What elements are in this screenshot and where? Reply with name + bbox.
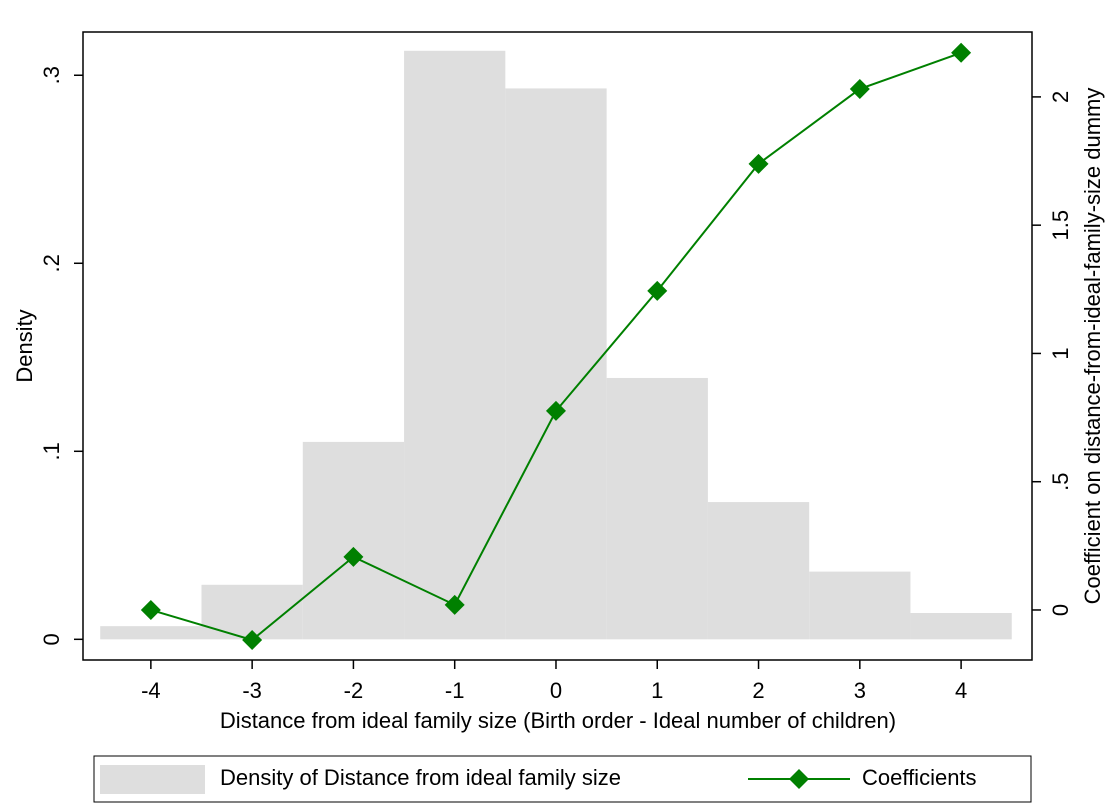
- plot-frame: [82, 31, 1033, 661]
- y2-tick-label: 1: [1048, 347, 1073, 359]
- coefficient-marker: [951, 42, 972, 63]
- legend-marker: [789, 769, 809, 789]
- y-tick-label: 0: [39, 633, 64, 645]
- histogram-bar: [404, 50, 506, 640]
- x-tick-label: 2: [752, 678, 764, 703]
- x-tick-label: -3: [242, 678, 262, 703]
- legend-label: Density of Distance from ideal family si…: [220, 765, 621, 790]
- coefficient-marker: [242, 629, 263, 650]
- coefficient-marker: [849, 78, 870, 99]
- coefficient-marker: [444, 594, 465, 615]
- legend-swatch: [100, 765, 205, 794]
- histogram-bar: [809, 571, 911, 640]
- x-axis-title: Distance from ideal family size (Birth o…: [220, 708, 896, 733]
- y-axis-title: Density: [12, 309, 37, 382]
- y-tick-label: .2: [39, 254, 64, 272]
- histogram-bar: [302, 441, 405, 640]
- y2-tick-label: .5: [1048, 473, 1073, 491]
- coefficient-marker: [343, 546, 364, 567]
- coefficient-marker: [748, 153, 769, 174]
- histogram-bar: [910, 612, 1012, 640]
- x-tick-label: 4: [955, 678, 967, 703]
- x-tick-label: -1: [445, 678, 465, 703]
- histogram-bar: [606, 377, 708, 640]
- x-tick-label: 1: [651, 678, 663, 703]
- y-tick-label: .1: [39, 442, 64, 460]
- x-tick-label: -4: [141, 678, 161, 703]
- histogram-bar: [707, 502, 810, 640]
- x-tick-label: 3: [854, 678, 866, 703]
- legend-label: Coefficients: [862, 765, 977, 790]
- y2-tick-label: 2: [1048, 91, 1073, 103]
- y2-tick-label: 0: [1048, 604, 1073, 616]
- histogram-bar: [100, 626, 202, 640]
- coefficient-marker: [647, 280, 668, 301]
- x-tick-label: 0: [550, 678, 562, 703]
- x-tick-label: -2: [344, 678, 364, 703]
- coefficient-marker: [545, 400, 566, 421]
- y2-axis-title: Coefficient on distance-from-ideal-famil…: [1080, 88, 1105, 605]
- coefficient-marker: [140, 599, 161, 620]
- histogram-bar: [505, 88, 607, 640]
- y2-tick-label: 1.5: [1048, 210, 1073, 241]
- legend-box: [93, 755, 1032, 803]
- y-tick-label: .3: [39, 66, 64, 84]
